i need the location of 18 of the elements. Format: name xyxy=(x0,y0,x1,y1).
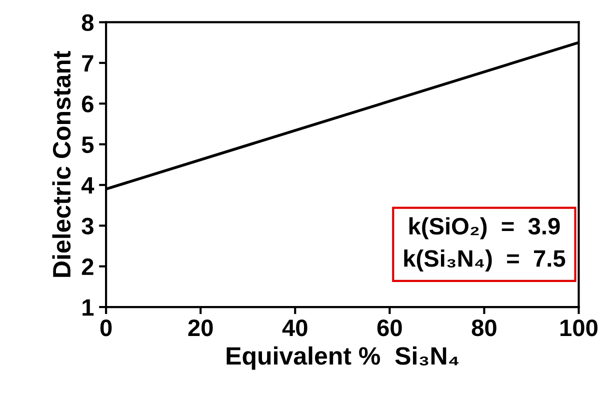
y-tick-label: 8 xyxy=(82,14,94,32)
y-tick-label: 5 xyxy=(82,136,94,154)
y-tick-label: 4 xyxy=(81,177,94,194)
x-tick-label: 0 xyxy=(100,319,112,336)
y-tick-label: 7 xyxy=(82,55,94,72)
y-tick-label: 3 xyxy=(82,218,94,234)
x-axis-title: Equivalent % Si₃N₄ xyxy=(226,346,459,370)
y-axis-title: Dielectric Constant xyxy=(52,51,71,277)
x-tick-label: 100 xyxy=(560,319,598,336)
y-tick-label: 2 xyxy=(82,258,94,275)
x-tick-label: 40 xyxy=(282,319,308,336)
x-tick-label: 80 xyxy=(472,319,496,336)
x-tick-label: 20 xyxy=(188,319,213,336)
annotation: k(Si₃N₄) = 7.5 xyxy=(404,250,566,272)
y-tick-label: 1 xyxy=(82,299,94,316)
x-tick-label: 60 xyxy=(377,319,402,336)
y-tick-label: 6 xyxy=(82,96,94,112)
annotation: k(SiO₂) = 3.9 xyxy=(409,217,560,240)
